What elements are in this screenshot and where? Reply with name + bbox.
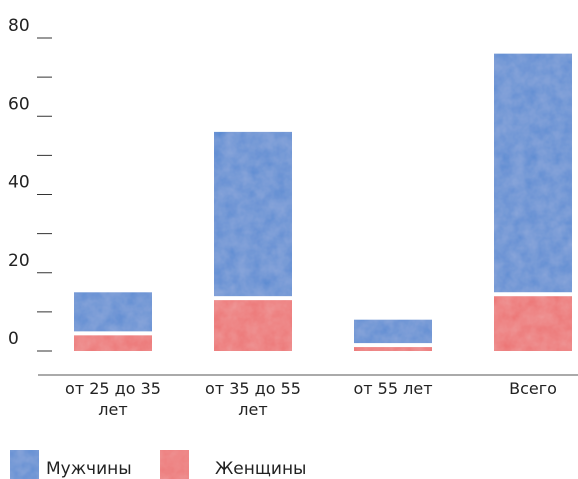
bar-segment (74, 335, 152, 351)
bar-segment (354, 319, 432, 344)
legend-label: Мужчины (46, 459, 132, 479)
x-tick-label: от 35 до 55 лет (205, 379, 301, 419)
x-tick-label: Всего (509, 379, 557, 398)
y-tick-label: 60 (8, 94, 30, 114)
y-tick-label: 0 (8, 329, 19, 349)
legend-swatch (160, 450, 189, 479)
legend-label: Женщины (215, 459, 306, 479)
bar-segment (214, 300, 292, 351)
y-tick-label: 40 (8, 173, 30, 193)
y-tick-label: 80 (8, 16, 30, 36)
bar-segment (74, 292, 152, 332)
bar-segment (494, 296, 572, 351)
x-tick-label: от 25 до 35 лет (65, 379, 161, 419)
y-tick-label: 20 (8, 251, 30, 271)
bar-segment (354, 347, 432, 351)
bar-segment (214, 131, 292, 297)
bar-segment (494, 53, 572, 293)
legend-swatch (10, 450, 39, 479)
x-tick-label: от 55 лет (353, 379, 433, 398)
